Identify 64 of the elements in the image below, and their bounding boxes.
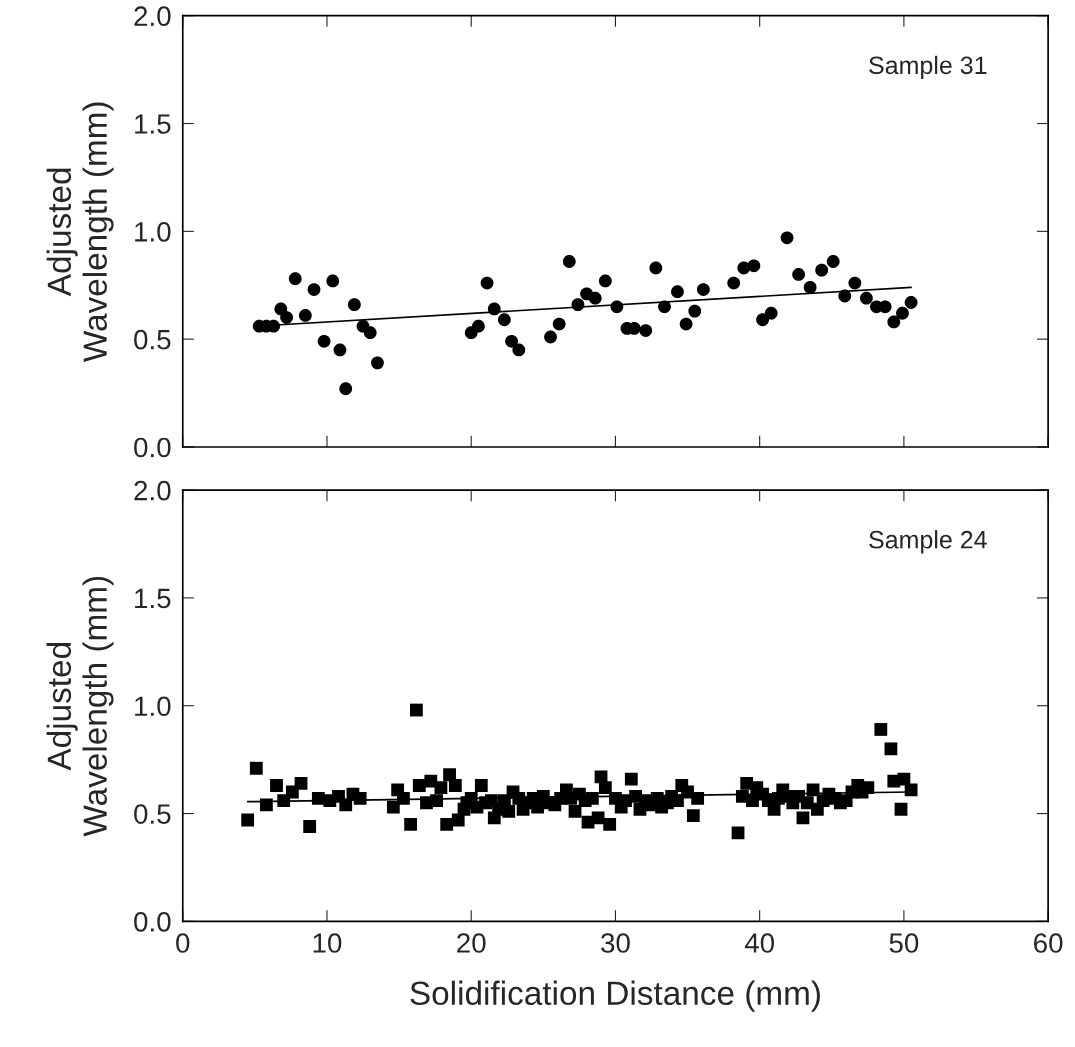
- y-tick-label: 2.0: [134, 6, 171, 27]
- point: [562, 255, 576, 268]
- point: [688, 304, 702, 318]
- point: [639, 324, 653, 337]
- point: [598, 274, 612, 288]
- point: [347, 298, 361, 312]
- y-tick-label: 1.0: [135, 696, 171, 717]
- point: [363, 326, 377, 340]
- point: [803, 281, 817, 294]
- y-tick-label: 0.0: [134, 437, 171, 458]
- y-tick-label: 1.5: [135, 114, 171, 134]
- point: [887, 315, 901, 329]
- x-tick-label: 20: [457, 933, 486, 953]
- point: [764, 306, 778, 320]
- point: [288, 272, 302, 286]
- x-tick-label: 50: [889, 933, 919, 953]
- point: [339, 382, 353, 396]
- point: [280, 311, 293, 324]
- point: [896, 306, 909, 320]
- point: [747, 259, 761, 273]
- point: [307, 283, 321, 296]
- point: [512, 343, 526, 357]
- point: [727, 276, 741, 290]
- point: [815, 263, 829, 277]
- point: [371, 356, 384, 370]
- point: [480, 276, 494, 290]
- x-tick-label: 60: [1034, 933, 1063, 953]
- x-tick-label: 30: [601, 933, 630, 953]
- point: [697, 283, 710, 296]
- point: [826, 255, 840, 268]
- point: [780, 231, 794, 245]
- point: [671, 285, 684, 299]
- x-tick-label: 0: [176, 933, 190, 953]
- annotation: Sample 31: [869, 55, 987, 80]
- point: [497, 313, 511, 327]
- point: [298, 309, 312, 322]
- y-axis-title: Adjusted Wavelength (mm): [46, 576, 114, 837]
- point: [679, 317, 693, 331]
- annotation: Sample 24: [869, 530, 987, 554]
- point: [505, 334, 518, 348]
- y-tick-label: 0.5: [134, 804, 171, 824]
- point: [588, 291, 602, 305]
- y-tick-label: 2.0: [134, 480, 171, 501]
- point: [317, 334, 331, 348]
- x-tick-label: 40: [744, 933, 775, 953]
- point: [904, 296, 918, 309]
- point: [649, 261, 663, 275]
- point: [333, 343, 347, 357]
- point: [848, 276, 862, 290]
- y-axis-title: Adjusted Wavelength (mm): [46, 102, 114, 363]
- point: [472, 319, 485, 333]
- point: [792, 268, 806, 281]
- y-tick-label: 1.0: [135, 222, 171, 242]
- point: [756, 313, 769, 327]
- y-tick-label: 1.5: [135, 588, 171, 609]
- y-tick-label: 0.5: [134, 329, 171, 350]
- point: [859, 291, 873, 305]
- y-tick-label: 0.0: [134, 912, 171, 932]
- point: [878, 300, 892, 314]
- point: [552, 317, 566, 331]
- x-axis-title: Solidification Distance (mm): [410, 980, 820, 1012]
- x-tick-label: 10: [313, 933, 342, 953]
- point: [326, 274, 340, 288]
- point: [544, 330, 557, 344]
